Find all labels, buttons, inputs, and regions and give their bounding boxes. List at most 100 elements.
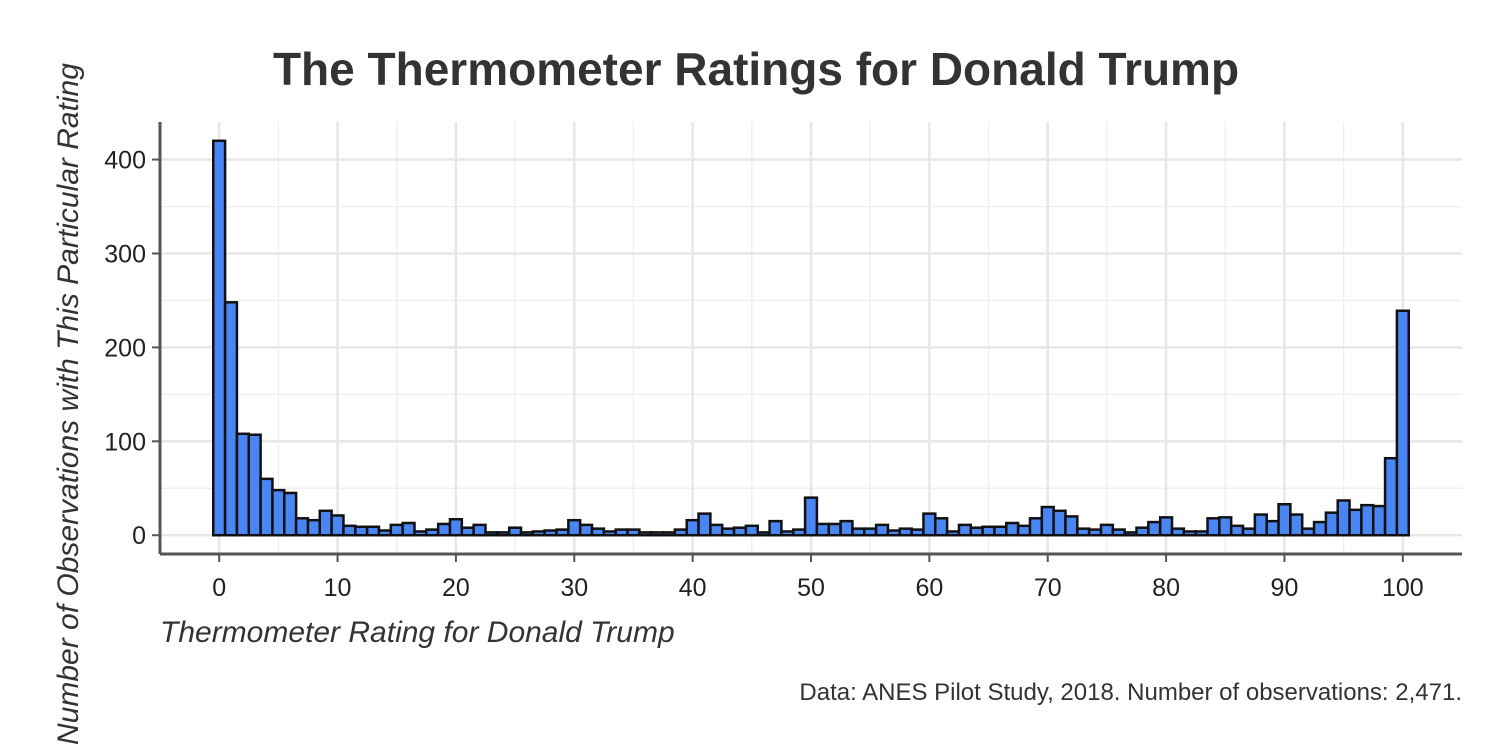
bar-55 xyxy=(863,527,878,537)
bar-22 xyxy=(472,523,487,537)
bar-60 xyxy=(922,512,937,537)
bar-90 xyxy=(1277,502,1292,537)
x-tick-label: 50 xyxy=(797,574,825,602)
bar-47 xyxy=(768,519,783,537)
bar-36 xyxy=(638,531,653,537)
bar-11 xyxy=(342,524,357,537)
bar-42 xyxy=(709,523,724,537)
x-tick-label: 30 xyxy=(560,574,588,602)
bar-100 xyxy=(1395,309,1410,537)
bar-89 xyxy=(1265,519,1280,537)
bar-25 xyxy=(507,526,523,537)
x-axis-title: Thermometer Rating for Donald Trump xyxy=(160,616,675,649)
bar-56 xyxy=(874,523,890,537)
bar-21 xyxy=(460,526,475,537)
bar-73 xyxy=(1076,527,1091,537)
bar-70 xyxy=(1040,505,1055,537)
bar-20 xyxy=(448,518,464,537)
x-tick-label: 20 xyxy=(442,574,470,602)
y-tick-labels: 0 100 200 300 400 xyxy=(104,147,160,550)
bar-27 xyxy=(531,530,546,537)
bar-79 xyxy=(1147,520,1162,537)
bar-24 xyxy=(496,531,511,537)
bar-19 xyxy=(436,522,452,537)
bar-76 xyxy=(1111,528,1126,537)
x-tick-label: 80 xyxy=(1152,574,1180,602)
bar-63 xyxy=(957,523,973,537)
bar-44 xyxy=(732,526,748,537)
bar-95 xyxy=(1336,499,1351,537)
bar-12 xyxy=(354,525,369,537)
bar-15 xyxy=(389,523,404,537)
bar-80 xyxy=(1158,516,1174,537)
bar-99 xyxy=(1383,456,1399,537)
bar-59 xyxy=(910,528,925,537)
bar-4 xyxy=(259,477,274,537)
bar-16 xyxy=(401,521,416,537)
bar-38 xyxy=(661,531,677,537)
y-axis-title: Number of Observations with This Particu… xyxy=(52,63,85,745)
bar-46 xyxy=(756,531,771,537)
bar-41 xyxy=(697,512,712,537)
bar-28 xyxy=(543,529,558,537)
bar-62 xyxy=(945,530,961,537)
chart-title: The Thermometer Ratings for Donald Trump xyxy=(273,43,1239,95)
bar-7 xyxy=(294,517,310,537)
bar-84 xyxy=(1206,517,1221,537)
bar-32 xyxy=(590,527,606,537)
bar-97 xyxy=(1360,503,1375,537)
bar-23 xyxy=(484,531,499,537)
bar-48 xyxy=(780,530,795,537)
bar-31 xyxy=(578,523,594,537)
bar-14 xyxy=(377,529,393,537)
bar-37 xyxy=(649,531,665,537)
x-tick-label: 40 xyxy=(679,574,707,602)
bar-52 xyxy=(827,522,842,537)
bar-91 xyxy=(1289,513,1304,537)
bar-10 xyxy=(330,514,345,537)
bar-54 xyxy=(851,527,866,537)
bar-92 xyxy=(1300,527,1316,537)
bar-68 xyxy=(1016,524,1032,537)
y-tick-label: 100 xyxy=(104,428,146,456)
bar-30 xyxy=(567,518,582,537)
chart-caption: Data: ANES Pilot Study, 2018. Number of … xyxy=(799,679,1462,706)
x-tick-label: 10 xyxy=(324,574,352,602)
bar-43 xyxy=(720,527,736,537)
bar-67 xyxy=(1005,521,1020,537)
bar-81 xyxy=(1170,527,1186,537)
bar-58 xyxy=(898,527,913,537)
bar-61 xyxy=(934,517,949,537)
y-tick-label: 300 xyxy=(104,240,146,268)
bar-87 xyxy=(1241,527,1257,537)
bar-51 xyxy=(815,522,831,537)
bar-66 xyxy=(993,525,1008,537)
bar-34 xyxy=(614,528,629,537)
bar-9 xyxy=(318,509,333,537)
bar-77 xyxy=(1123,531,1138,537)
bar-78 xyxy=(1135,526,1150,537)
bar-8 xyxy=(306,518,322,537)
bar-82 xyxy=(1182,530,1197,537)
bar-85 xyxy=(1218,516,1233,537)
bar-5 xyxy=(271,488,286,537)
bar-1 xyxy=(223,301,239,537)
bar-3 xyxy=(247,433,262,537)
bar-69 xyxy=(1028,517,1044,537)
bar-75 xyxy=(1099,523,1115,537)
bar-53 xyxy=(839,519,854,537)
bar-29 xyxy=(555,528,570,537)
bar-49 xyxy=(791,528,807,537)
x-tick-label: 0 xyxy=(212,574,226,602)
bar-17 xyxy=(413,530,428,537)
bars xyxy=(212,139,1410,537)
bar-94 xyxy=(1324,511,1339,537)
bar-2 xyxy=(235,432,251,537)
bar-96 xyxy=(1348,508,1363,537)
bar-50 xyxy=(803,496,819,537)
bar-98 xyxy=(1371,504,1387,537)
bar-26 xyxy=(519,531,535,537)
bar-45 xyxy=(744,524,759,537)
x-tick-label: 90 xyxy=(1271,574,1299,602)
bar-74 xyxy=(1087,528,1103,537)
